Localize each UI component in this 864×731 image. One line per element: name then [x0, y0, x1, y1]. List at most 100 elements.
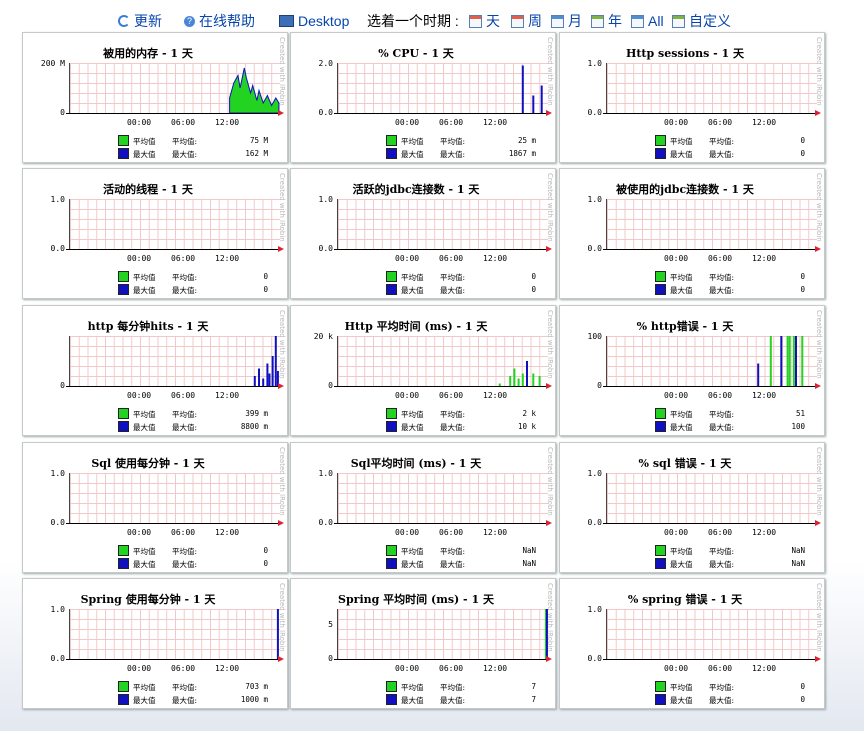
x-axis-line — [603, 113, 819, 114]
chart-title: % CPU - 1 天 — [378, 47, 454, 60]
legend-avg: 平均值 平均值: 75 M — [118, 135, 268, 146]
avg-value: NaN — [522, 546, 536, 555]
chart-panel-4[interactable]: 活跃的jdbc连接数 - 1 天 Created with JRobin 1.0… — [290, 168, 556, 299]
jrobin-watermark: Created with JRobin — [815, 173, 823, 242]
max-series-name: 最大值 — [133, 423, 156, 432]
plot-area — [606, 473, 817, 523]
x-axis-arrow-icon — [546, 383, 552, 389]
max-key: 最大值: — [440, 150, 466, 159]
series-marks — [253, 336, 279, 386]
avg-key: 平均值: — [172, 410, 198, 419]
chart-panel-13[interactable]: Spring 平均时间 (ms) - 1 天 Created with JRob… — [290, 578, 556, 709]
max-value: 0 — [800, 285, 805, 294]
avg-swatch-icon — [655, 545, 666, 556]
chart-panel-10[interactable]: Sql平均时间 (ms) - 1 天 Created with JRobin 1… — [290, 442, 556, 573]
avg-swatch-icon — [386, 545, 397, 556]
avg-key: 平均值: — [440, 683, 466, 692]
max-swatch-icon — [118, 148, 129, 159]
avg-value: 703 m — [245, 682, 268, 691]
max-swatch-icon — [386, 421, 397, 432]
plot-area — [69, 473, 280, 523]
y-axis-min-label: 0 — [328, 381, 333, 390]
chart-panel-11[interactable]: % sql 错误 - 1 天 Created with JRobin 1.0 0… — [559, 442, 825, 573]
period-month-label: 月 — [568, 13, 582, 29]
avg-series-name: 平均值 — [670, 137, 693, 146]
period-month-link[interactable]: 月 — [551, 11, 582, 31]
chart-title: 被使用的jdbc连接数 - 1 天 — [616, 183, 754, 196]
avg-value: 0 — [531, 272, 536, 281]
jrobin-watermark: Created with JRobin — [546, 310, 554, 379]
chart-panel-9[interactable]: Sql 使用每分钟 - 1 天 Created with JRobin 1.0 … — [22, 442, 288, 573]
legend-max: 最大值 最大值: 1867 m — [386, 148, 536, 159]
avg-key: 平均值: — [440, 547, 466, 556]
chart-title: % spring 错误 - 1 天 — [627, 593, 743, 606]
legend-max: 最大值 最大值: 8800 m — [118, 421, 268, 432]
x-axis-line — [603, 523, 819, 524]
chart-title: Spring 使用每分钟 - 1 天 — [80, 593, 216, 606]
y-axis-max-label: 1.0 — [50, 195, 65, 204]
x-axis-line — [603, 659, 819, 660]
x-axis-arrow-icon — [278, 246, 284, 252]
period-week-link[interactable]: 周 — [511, 11, 542, 31]
legend-avg: 平均值 平均值: 51 — [655, 408, 805, 419]
chart-panel-0[interactable]: 被用的内存 - 1 天 Created with JRobin 200 M 0 … — [22, 32, 288, 163]
chart-panel-8[interactable]: % http错误 - 1 天 Created with JRobin 100 0… — [559, 305, 825, 436]
jrobin-watermark: Created with JRobin — [278, 173, 286, 242]
max-key: 最大值: — [440, 696, 466, 705]
chart-panel-2[interactable]: Http sessions - 1 天 Created with JRobin … — [559, 32, 825, 163]
x-tick-label: 12:00 — [483, 254, 508, 263]
max-key: 最大值: — [172, 150, 198, 159]
avg-key: 平均值: — [709, 137, 735, 146]
series-marks — [229, 67, 280, 114]
help-link[interactable]: ? 在线帮助 — [184, 11, 255, 31]
desktop-link[interactable]: Desktop — [279, 11, 349, 31]
max-value: 10 k — [517, 422, 536, 431]
chart-panel-12[interactable]: Spring 使用每分钟 - 1 天 Created with JRobin 1… — [22, 578, 288, 709]
chart-panel-14[interactable]: % spring 错误 - 1 天 Created with JRobin 1.… — [559, 578, 825, 709]
x-axis-arrow-icon — [546, 520, 552, 526]
chart-panel-3[interactable]: 活动的线程 - 1 天 Created with JRobin 1.0 0.0 … — [22, 168, 288, 299]
jrobin-watermark: Created with JRobin — [546, 173, 554, 242]
x-axis-arrow-icon — [815, 520, 821, 526]
max-swatch-icon — [386, 558, 397, 569]
refresh-link[interactable]: 更新 — [118, 11, 162, 31]
legend-avg: 平均值 平均值: 0 — [655, 681, 805, 692]
x-tick-label: 12:00 — [483, 118, 508, 127]
x-axis-line — [66, 386, 282, 387]
spike-mark — [274, 336, 277, 386]
max-value: 0 — [800, 149, 805, 158]
chart-panel-7[interactable]: Http 平均时间 (ms) - 1 天 Created with JRobin… — [290, 305, 556, 436]
chart-panel-1[interactable]: % CPU - 1 天 Created with JRobin 2.0 0.0 … — [290, 32, 556, 163]
max-swatch-icon — [655, 421, 666, 432]
x-tick-label: 00:00 — [395, 118, 420, 127]
max-value: 1000 m — [240, 695, 268, 704]
period-day-link[interactable]: 天 — [469, 11, 500, 31]
x-axis-arrow-icon — [278, 383, 284, 389]
legend-avg: 平均值 平均值: 0 — [386, 271, 536, 282]
max-series-name: 最大值 — [670, 423, 693, 432]
avg-swatch-icon — [655, 681, 666, 692]
series-marks — [521, 65, 543, 113]
x-axis-line — [334, 249, 550, 250]
jrobin-watermark: Created with JRobin — [815, 310, 823, 379]
max-value: 8800 m — [240, 422, 268, 431]
avg-swatch-icon — [655, 135, 666, 146]
period-all-link[interactable]: All — [631, 11, 664, 31]
series-marks — [338, 199, 548, 249]
chart-panel-6[interactable]: http 每分钟hits - 1 天 Created with JRobin 0… — [22, 305, 288, 436]
spike-mark — [792, 336, 795, 386]
plot-area — [69, 63, 280, 114]
period-custom-link[interactable]: 自定义 — [672, 11, 731, 31]
legend-avg: 平均值 平均值: 703 m — [118, 681, 268, 692]
avg-key: 平均值: — [440, 410, 466, 419]
y-axis-min-label: 0 — [328, 654, 333, 663]
plot-area — [337, 199, 548, 249]
plot-area — [69, 199, 280, 249]
max-value: NaN — [791, 559, 805, 568]
legend-avg: 平均值 平均值: NaN — [655, 545, 805, 556]
jrobin-watermark: Created with JRobin — [815, 37, 823, 106]
period-year-link[interactable]: 年 — [591, 11, 622, 31]
x-tick-label: 00:00 — [664, 391, 689, 400]
chart-panel-5[interactable]: 被使用的jdbc连接数 - 1 天 Created with JRobin 1.… — [559, 168, 825, 299]
max-key: 最大值: — [172, 423, 198, 432]
